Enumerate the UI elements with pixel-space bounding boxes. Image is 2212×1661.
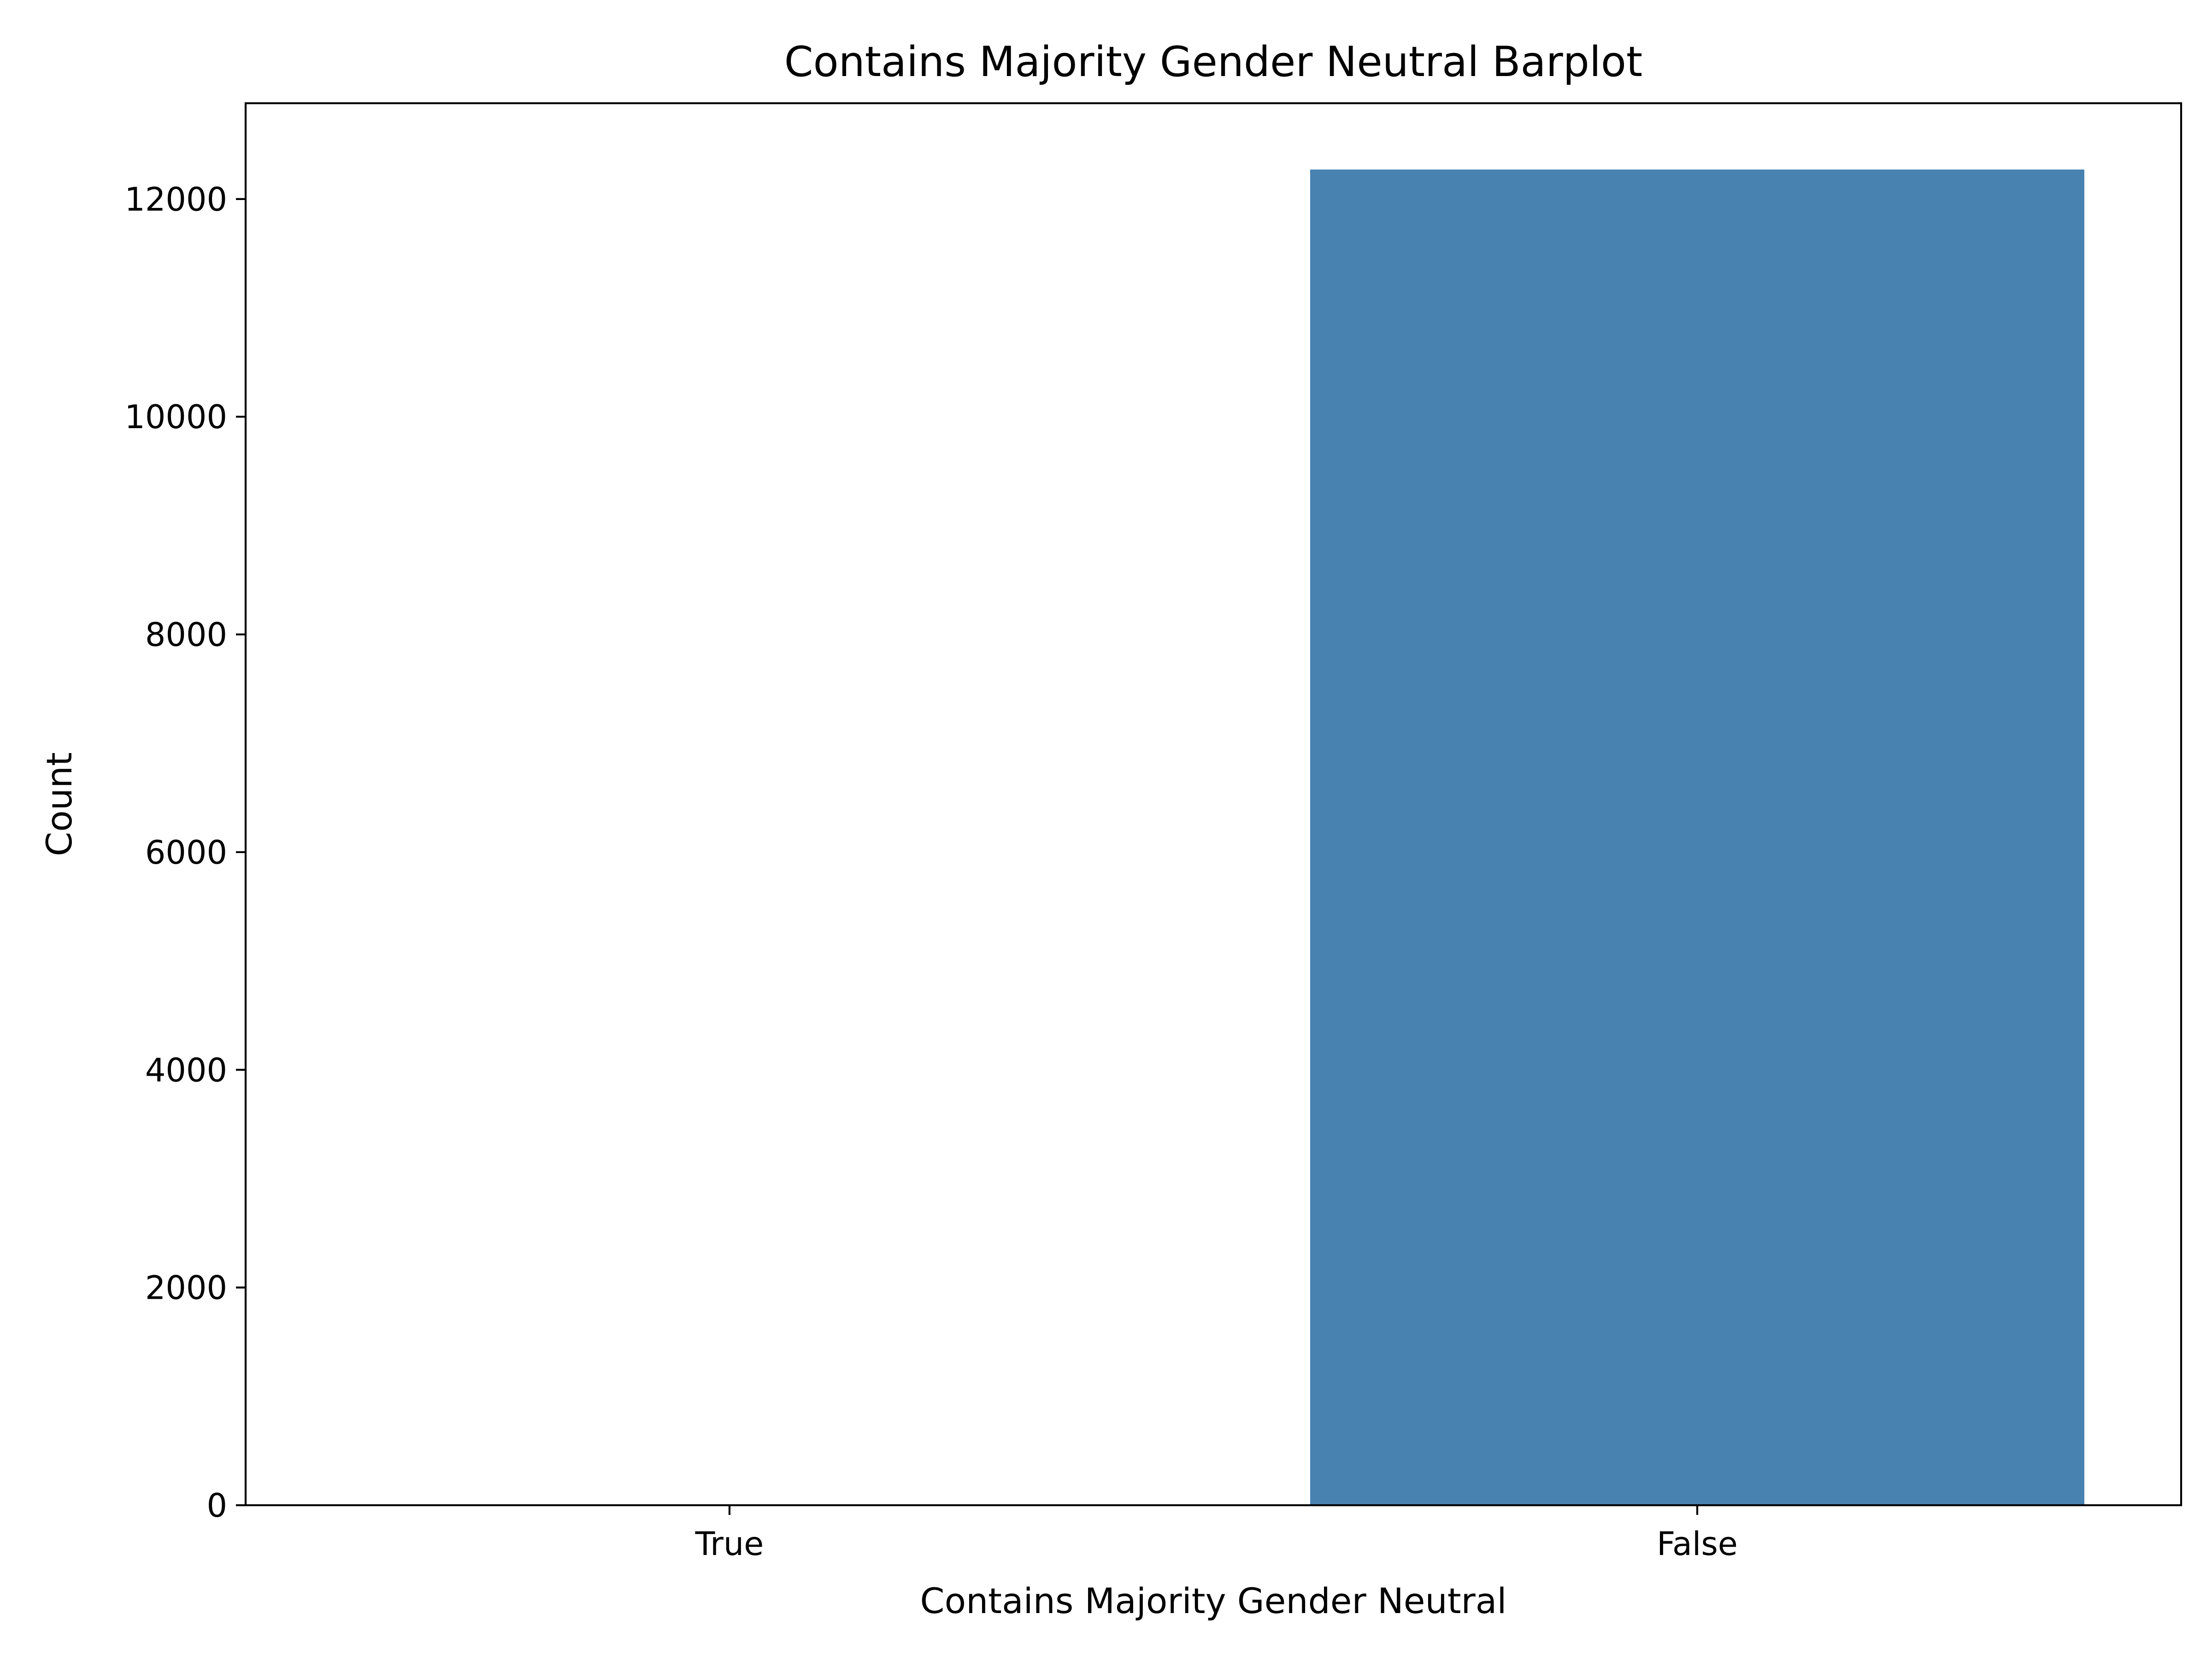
y-tick-label-4000: 4000: [145, 1051, 227, 1089]
y-tick-label-12000: 12000: [124, 181, 227, 218]
bar-false: [1310, 169, 2084, 1505]
y-axis-label: Count: [39, 752, 80, 856]
x-axis-label: Contains Majority Gender Neutral: [920, 1580, 1507, 1621]
y-tick-label-8000: 8000: [145, 616, 227, 654]
y-tick-label-6000: 6000: [145, 834, 227, 872]
y-tick-label-10000: 10000: [124, 398, 227, 436]
x-axis: True False: [695, 1505, 1738, 1563]
y-tick-label-2000: 2000: [145, 1269, 227, 1307]
y-axis: 0 2000 4000 6000 8000 10000 12000: [124, 181, 246, 1525]
x-tick-label-false: False: [1657, 1525, 1738, 1563]
plot-area: [1310, 169, 2084, 1505]
y-tick-label-0: 0: [206, 1487, 227, 1525]
plot-frame: [244, 102, 2183, 1507]
chart-title: Contains Majority Gender Neutral Barplot: [784, 38, 1642, 86]
x-tick-label-true: True: [695, 1525, 764, 1563]
